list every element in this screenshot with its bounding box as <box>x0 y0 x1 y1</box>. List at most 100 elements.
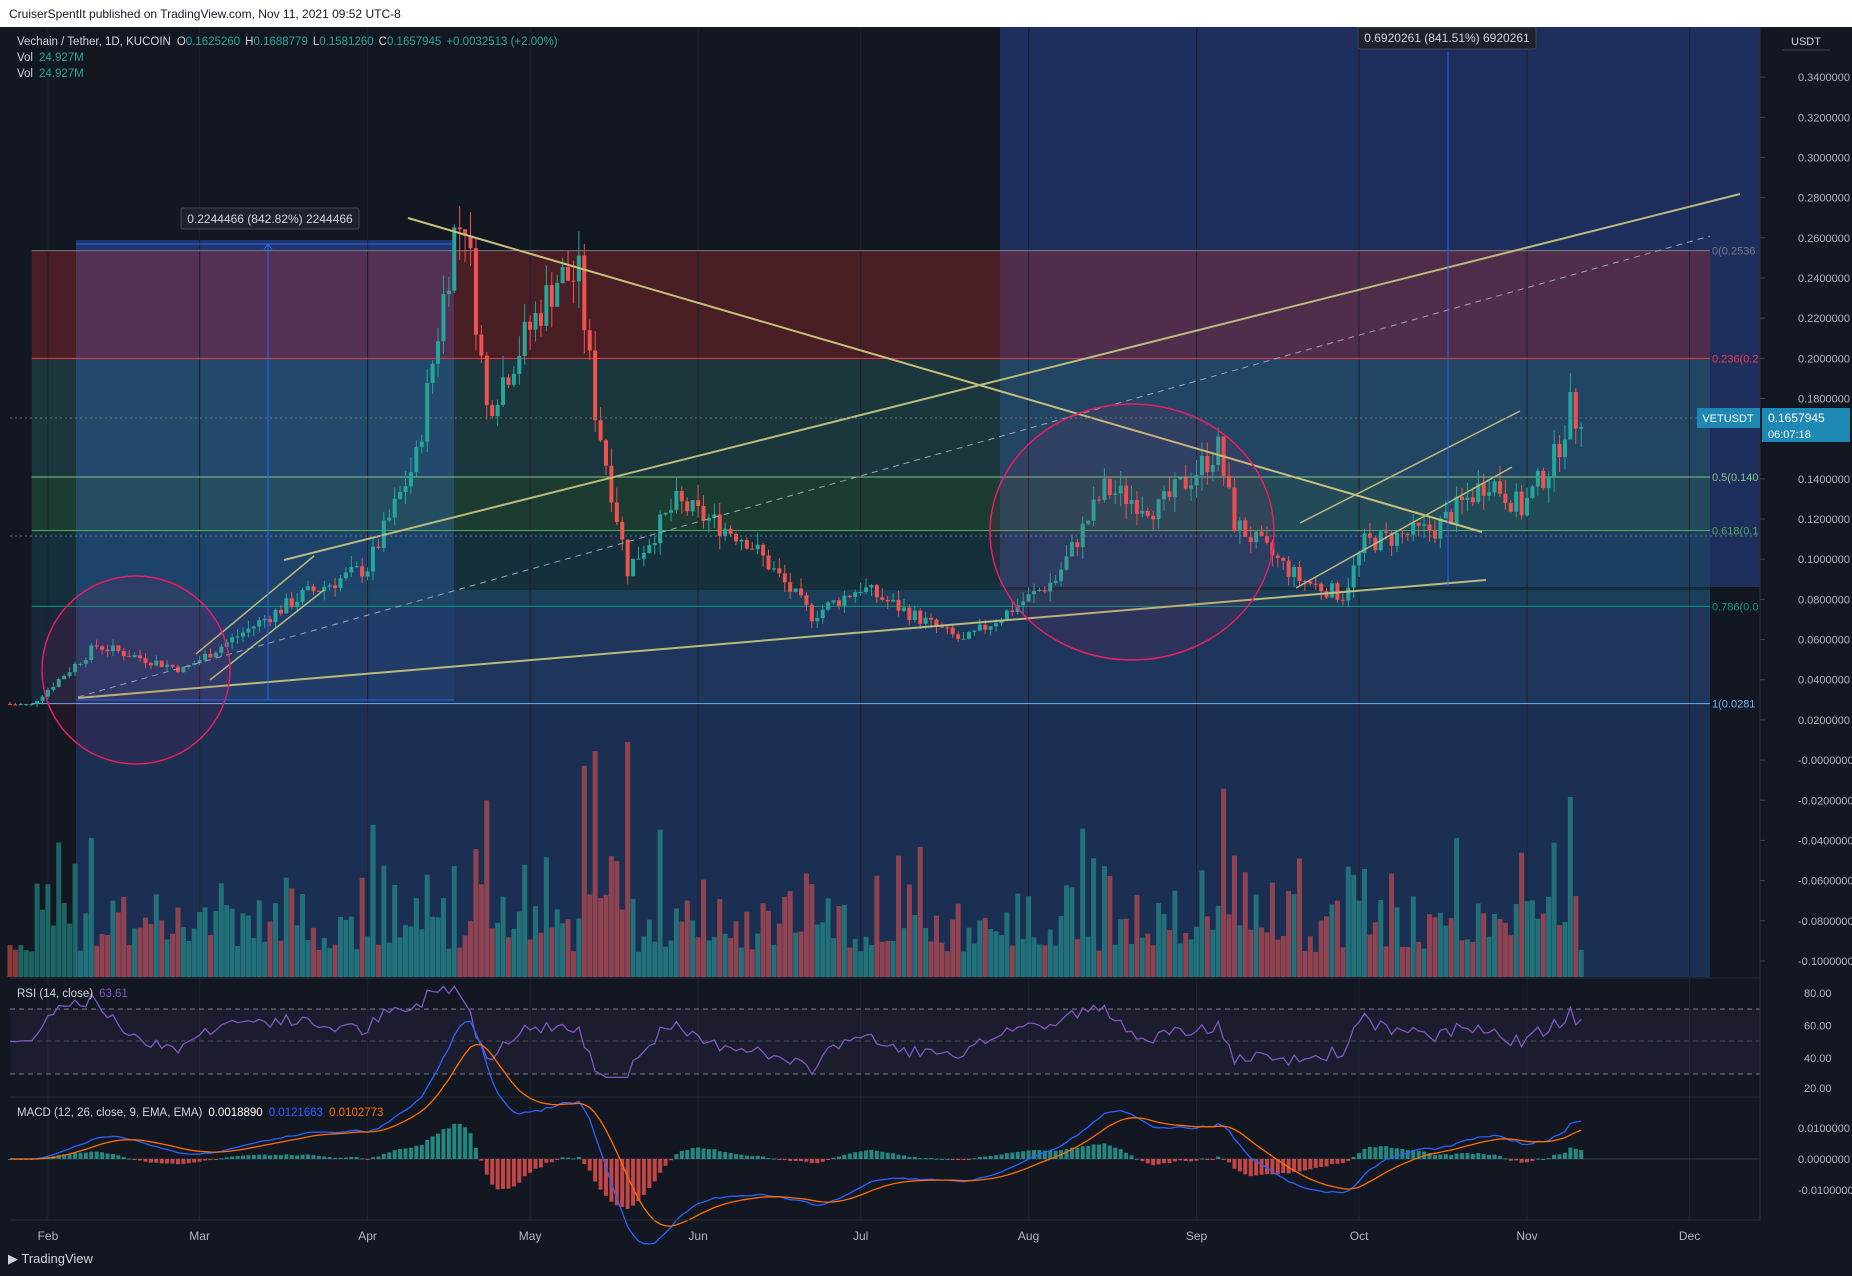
volume-bar <box>1091 858 1097 977</box>
price-tick: 0.0800000 <box>1798 594 1850 606</box>
macd-hist-bar <box>495 1159 500 1190</box>
candle-body <box>105 649 110 652</box>
published-text: CruiserSpentIt published on TradingView.… <box>9 7 401 21</box>
candle-body <box>1573 392 1578 429</box>
candle-body <box>484 355 489 406</box>
macd-hist-bar <box>83 1152 88 1159</box>
candle-body <box>603 440 608 466</box>
volume-bar <box>484 800 490 977</box>
candle-body <box>609 465 614 503</box>
candle-body <box>880 597 885 600</box>
volume-bar <box>1508 935 1514 977</box>
macd-hist-bar <box>1064 1149 1069 1159</box>
price-chart[interactable]: 0.2244466 (842.82%) 2244466 0.6920261 (8… <box>0 27 1852 1249</box>
candle-body <box>972 630 977 633</box>
macd-hist-bar <box>1183 1159 1188 1161</box>
volume-bar <box>1367 934 1373 977</box>
candle-body <box>620 522 625 540</box>
candle-body <box>679 490 684 502</box>
macd-hist-bar <box>723 1152 728 1159</box>
macd-hist-bar <box>240 1155 245 1159</box>
candle-body <box>815 617 820 622</box>
volume-bar <box>1562 922 1568 977</box>
rsi-tick: 40.00 <box>1804 1053 1832 1065</box>
macd-hist-bar <box>1178 1159 1183 1161</box>
macd-hist-bar <box>1086 1145 1091 1159</box>
macd-hist-bar <box>246 1155 251 1159</box>
volume-bar <box>787 891 793 977</box>
macd-hist-bar <box>912 1156 917 1159</box>
macd-hist-bar <box>956 1159 961 1160</box>
volume-bar <box>592 750 598 977</box>
candle-body <box>360 566 365 577</box>
volume-bar <box>191 928 197 977</box>
candle-body <box>240 632 245 637</box>
volume-bar <box>283 877 289 977</box>
macd-hist-bar <box>836 1156 841 1159</box>
candle-body <box>636 558 641 560</box>
volume-bar <box>1275 939 1281 977</box>
volume-bar <box>354 949 360 977</box>
volume-bar <box>700 879 706 977</box>
volume-bar <box>1557 925 1563 977</box>
price-axis[interactable] <box>1760 27 1852 1220</box>
volume-bar <box>668 940 674 977</box>
volume-bar <box>473 849 479 977</box>
macd-hist-bar <box>278 1155 283 1159</box>
macd-hist-bar <box>213 1159 218 1160</box>
candle-body <box>809 604 814 622</box>
candle-body <box>511 373 516 385</box>
volume-bar <box>847 947 853 977</box>
volume-bar <box>224 904 230 977</box>
ascending-trendline-upper[interactable] <box>283 193 1741 561</box>
rsi-tick: 80.00 <box>1804 988 1832 1000</box>
volume-bar <box>1318 920 1324 977</box>
candle-body <box>1210 464 1215 472</box>
volume-bar <box>359 877 365 977</box>
candle-body <box>1107 478 1112 495</box>
candle-body <box>1254 531 1259 543</box>
volume-bar <box>998 935 1004 977</box>
volume-bar <box>1080 828 1086 977</box>
descending-trendline[interactable] <box>407 217 1483 533</box>
candle-body <box>1454 496 1459 524</box>
volume-bar <box>197 912 203 977</box>
price-tick: 0.2400000 <box>1798 273 1850 285</box>
volume-bar <box>478 884 484 977</box>
fib-zone <box>31 250 1710 359</box>
price-tick: 0.0200000 <box>1798 715 1850 727</box>
candle-body <box>674 490 679 511</box>
macd-hist-bar <box>847 1153 852 1159</box>
volume-bar <box>348 916 354 977</box>
candle-body <box>278 609 283 614</box>
aug-circle-highlight[interactable] <box>989 403 1275 661</box>
volume-bar <box>457 947 463 977</box>
macd-hist-bar <box>587 1159 592 1171</box>
candle-body <box>1259 531 1264 537</box>
candle-body <box>1167 491 1172 498</box>
candle-body <box>73 664 78 673</box>
candle-body <box>1205 456 1210 472</box>
price-tick: -0.0800000 <box>1798 916 1852 928</box>
volume-bar <box>1221 788 1227 977</box>
candle-body <box>1080 523 1085 548</box>
macd-hist-bar <box>994 1155 999 1159</box>
candle-body <box>1508 503 1513 512</box>
macd-hist-bar <box>620 1159 625 1207</box>
price-tick: -0.0200000 <box>1798 795 1852 807</box>
candle-body <box>641 552 646 559</box>
volume-bar <box>132 928 138 977</box>
candle-body <box>836 600 841 606</box>
macd-hist-bar <box>966 1159 971 1160</box>
macd-hist-bar <box>560 1157 565 1159</box>
macd-hist-bar <box>138 1159 143 1161</box>
candle-body <box>138 655 143 659</box>
candle-body <box>1145 510 1150 516</box>
macd-hist-bar <box>1362 1148 1367 1159</box>
volume-bar <box>1486 936 1492 977</box>
candle-body <box>685 501 690 512</box>
feb-circle-highlight[interactable] <box>41 575 231 765</box>
volume-bar <box>1524 901 1530 977</box>
tradingview-logo[interactable]: ▶︎ TradingView <box>8 1251 93 1267</box>
macd-hist-bar <box>598 1159 603 1190</box>
